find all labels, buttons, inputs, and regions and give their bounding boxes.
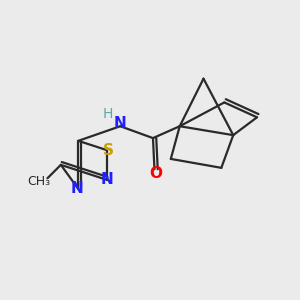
Text: N: N bbox=[114, 116, 127, 131]
Text: S: S bbox=[103, 142, 113, 158]
Text: O: O bbox=[149, 166, 162, 181]
Text: N: N bbox=[70, 182, 83, 196]
Text: H: H bbox=[103, 107, 113, 121]
Text: N: N bbox=[100, 172, 113, 187]
Text: CH₃: CH₃ bbox=[28, 175, 51, 188]
